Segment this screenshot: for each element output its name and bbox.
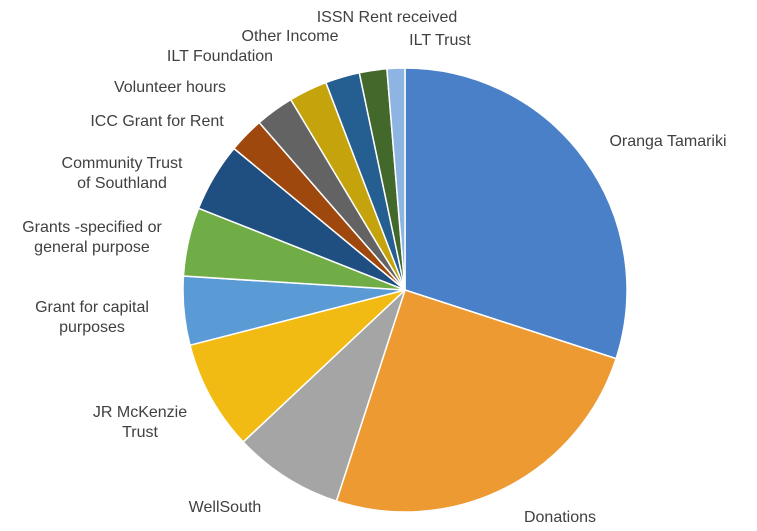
pie-slice [386,67,406,291]
pie-slice [335,289,618,513]
slice-label: Volunteer hours [113,79,227,96]
slice-label: Other Income [241,28,339,45]
pie-slice [242,289,406,503]
slice-label: ILT Foundation [166,48,274,65]
slice-label: JR McKenzie Trust [92,404,188,441]
slice-label: Grant for capital purposes [35,299,149,336]
slice-label: ILT Trust [409,32,471,49]
slice-label: Donations [523,509,597,526]
pie-slice [404,67,628,360]
slice-label: ICC Grant for Rent [90,113,224,130]
pie-slice [189,289,406,444]
slice-label: Community Trust of Southland [61,155,183,192]
slice-label: Grants -specified or general purpose [22,219,162,256]
slice-label: ISSN Rent received [316,9,458,26]
slice-label: Oranga Tamariki [609,133,727,150]
slice-label: WellSouth [188,499,262,516]
